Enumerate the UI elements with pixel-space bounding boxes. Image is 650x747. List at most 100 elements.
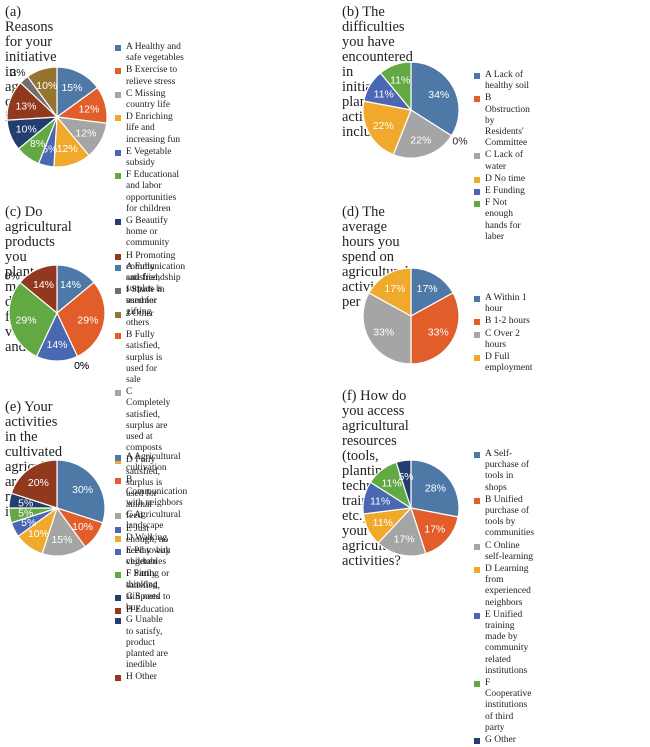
data-label: 14%: [60, 279, 81, 291]
pie-slice: [19, 264, 58, 315]
data-label: 14%: [33, 279, 54, 291]
legend-item: C Online self-learning: [474, 541, 534, 563]
data-label: 5%: [18, 498, 33, 510]
legend-item: B Fully satisfied, surplus is used for s…: [115, 330, 170, 386]
legend: A Self-purchase of tools in shops B Unifi…: [474, 449, 534, 747]
legend-item: D No time: [474, 174, 530, 185]
legend-label: C Lack of water: [485, 150, 523, 172]
legend-item: C Over 2 hours: [474, 329, 532, 351]
data-label: 29%: [77, 314, 98, 326]
legend-swatch: [474, 176, 480, 183]
data-label: 17%: [394, 533, 415, 545]
data-label: 10%: [28, 528, 49, 540]
data-label: 29%: [16, 314, 37, 326]
legend-label: C Missing country life: [126, 88, 171, 111]
legend-label: F Sitting or thinking: [126, 569, 170, 591]
pie-slice: [368, 267, 412, 318]
legend-swatch: [115, 536, 121, 543]
legend-item: E Just enough, no need to buy vegetables: [115, 524, 170, 569]
legend-swatch: [474, 153, 480, 160]
legend-label: G Unable to satisfy, product planted are…: [126, 615, 168, 671]
legend-item: D Fully satisfied, surplus is used for a…: [115, 455, 170, 522]
legend-item: B Unified purchase of tools by communiti…: [474, 495, 534, 540]
legend-label: F Not enough hands for laber: [485, 198, 521, 242]
legend-label: G Other: [485, 735, 516, 746]
pie-slice: [26, 66, 58, 119]
legend-swatch: [474, 201, 480, 208]
legend-item: C Missing country life: [115, 89, 185, 111]
legend-item: J Other: [115, 309, 185, 320]
legend-label: F Cooperative institutions of third part…: [485, 678, 532, 733]
legend-item: A Within 1 hour: [474, 293, 532, 315]
data-label: 10%: [72, 521, 93, 533]
legend-label: E Funding: [485, 186, 525, 197]
legend-item: A Fully satisfied, surplus is used for g…: [115, 262, 170, 329]
legend-item: G Other: [474, 735, 534, 746]
chart-title: (f) How do you access agricultural resou…: [342, 388, 409, 569]
legend-item: E Play with children: [115, 546, 187, 568]
legend-item: E Vegetable subsidy: [115, 147, 185, 169]
legend-label: J Other: [126, 308, 154, 319]
legend-swatch: [474, 452, 480, 458]
legend-swatch: [115, 618, 121, 625]
legend-item: F Sitting or thinking: [115, 569, 187, 591]
legend-label: C Completely satisfied, surplus are used…: [126, 387, 171, 454]
legend-label: D Enriching life and increasing fun: [126, 112, 181, 145]
legend-item: E Funding: [474, 186, 530, 197]
legend-swatch: [474, 612, 480, 619]
data-label: 13%: [15, 100, 36, 112]
data-label: 11%: [370, 496, 390, 508]
legend-label: C Over 2 hours: [485, 328, 520, 350]
data-label: 20%: [28, 477, 49, 489]
pie-slice: [410, 459, 460, 518]
legend-swatch: [115, 333, 121, 340]
legend-label: E Play with children: [126, 545, 171, 567]
legend-swatch: [115, 311, 121, 318]
legend-item: I Shade in summer: [115, 285, 185, 307]
legend-item: C Lack of water: [474, 150, 530, 172]
legend-label: H Other: [126, 672, 157, 683]
legend-label: A Fully satisfied, surplus is used for g…: [126, 262, 163, 329]
legend-item: C Agricultural landscape: [115, 510, 187, 532]
data-label: 14%: [46, 339, 67, 351]
pie-slice: [362, 100, 412, 156]
legend-label: D Walking: [126, 533, 168, 544]
data-label: 33%: [428, 327, 449, 339]
data-label: 17%: [384, 283, 405, 295]
legend-item: A Agricultural cultivation: [115, 452, 187, 474]
legend-swatch: [115, 572, 121, 579]
legend-swatch: [115, 173, 121, 180]
legend-swatch: [115, 288, 121, 295]
legend-label: B Unified purchase of tools by communiti…: [485, 494, 535, 539]
legend-item: B Obstruction by Residents' Committee: [474, 93, 530, 149]
pie-chart-c: 14%29%0%0%14%29%0%14%: [5, 264, 106, 372]
legend-label: B Exercise to relieve stress: [126, 65, 178, 87]
legend-swatch: [115, 149, 121, 156]
legend-item: D Full employment: [474, 352, 533, 374]
data-label: 8%: [30, 138, 45, 150]
legend-item: F Cooperative institutions of third part…: [474, 678, 534, 734]
pie-chart-e: 30%10%15%10%5%5%5%20%: [8, 459, 106, 557]
legend-label: H Promoting communication and friendship: [126, 250, 186, 284]
legend-item: A Lack of healthy soil: [474, 70, 530, 92]
pie-slice: [10, 459, 58, 509]
legend-item: D Enriching life and increasing fun: [115, 112, 185, 146]
legend-swatch: [474, 567, 480, 574]
legend-item: G Sports: [115, 592, 187, 603]
legend-swatch: [115, 548, 121, 555]
legend-swatch: [115, 455, 121, 461]
legend: A Within 1 hour B 1-2 hours C Over 2 hours…: [474, 293, 533, 375]
legend-swatch: [115, 68, 121, 75]
legend-item: A Self-purchase of tools in shops: [474, 449, 534, 494]
legend-label: A Healthy and safe vegetables: [126, 42, 184, 64]
legend-swatch: [115, 219, 121, 226]
data-label: 22%: [373, 120, 394, 132]
data-label: 22%: [410, 135, 431, 147]
data-label: 12%: [75, 127, 96, 139]
legend-item: H Education: [115, 605, 187, 616]
legend-label: E Vegetable subsidy: [126, 146, 172, 169]
legend-label: B Obstruction by Residents' Committee: [485, 93, 530, 149]
legend-label: D Learning from experienced neighbors: [485, 564, 531, 608]
data-label: 11%: [374, 88, 394, 100]
legend-item: G Unable to satisfy, product planted are…: [115, 615, 170, 671]
